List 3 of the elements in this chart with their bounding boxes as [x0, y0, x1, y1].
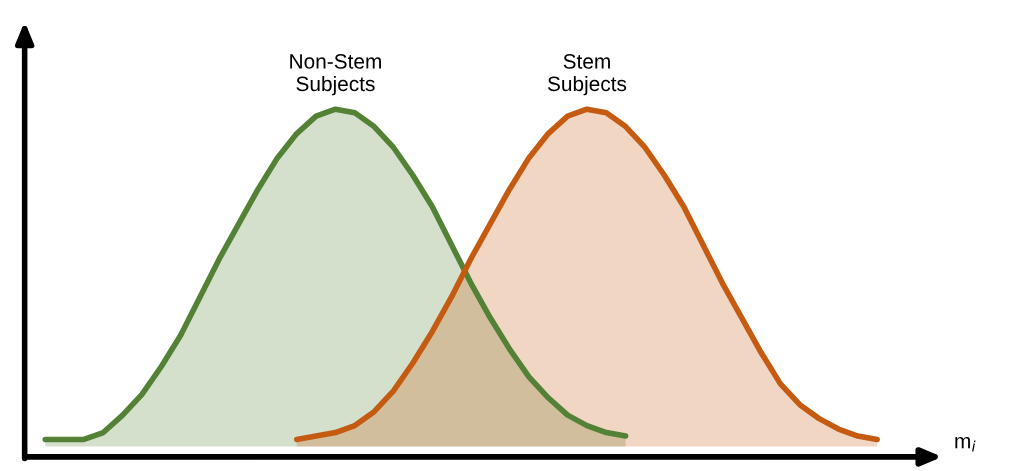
- series-label: Non-Stem Subjects: [290, 54, 381, 96]
- x-axis-title: m$_{i}$: [955, 436, 976, 452]
- series-label: Stem Subjects: [547, 54, 627, 96]
